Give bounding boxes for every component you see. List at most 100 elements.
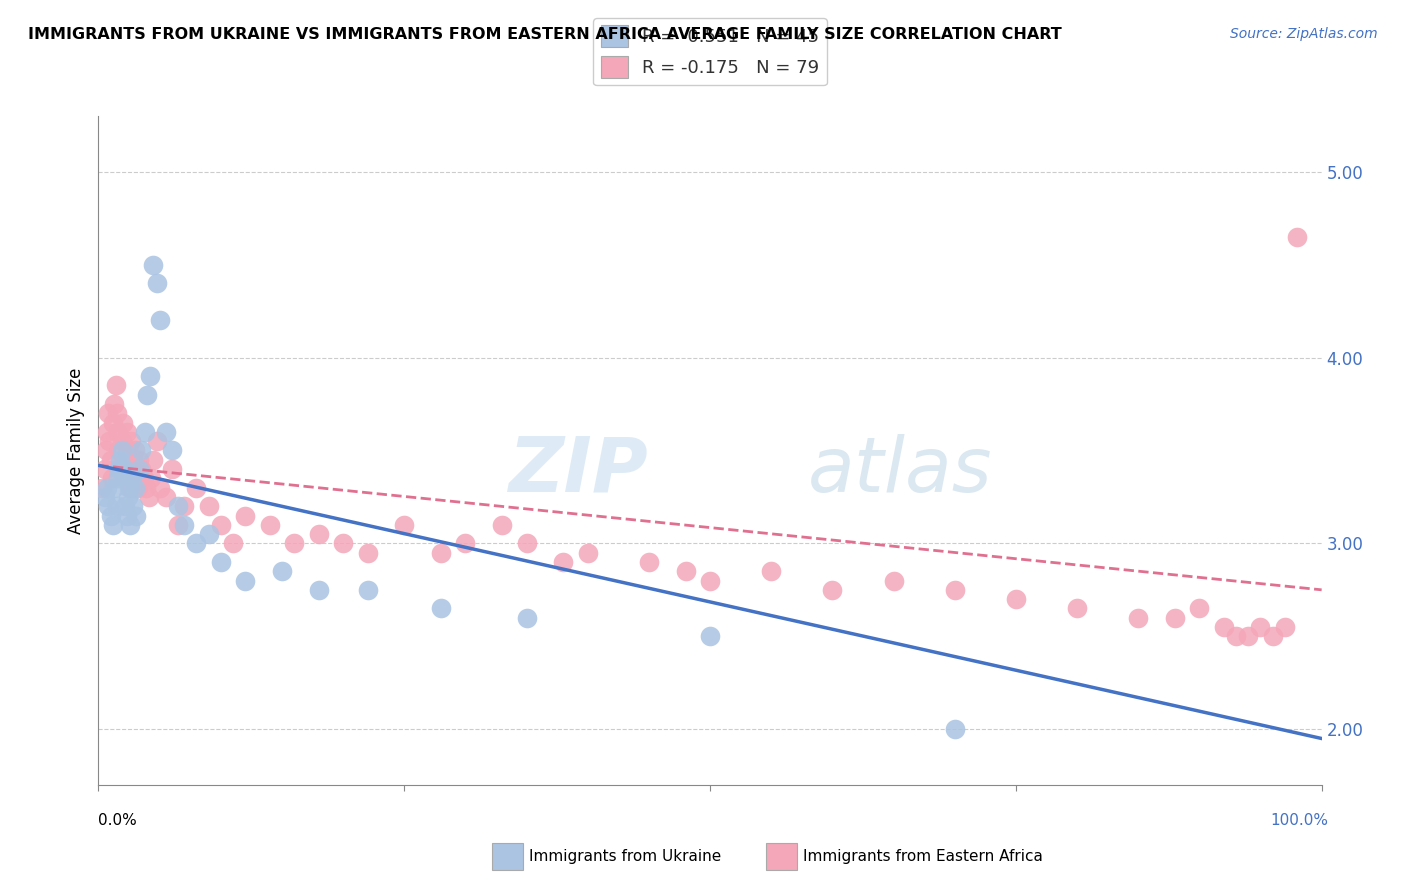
Point — [270, 564, 294, 578]
Text: ZIP: ZIP — [509, 434, 648, 508]
Point — [111, 471, 134, 485]
Point — [1225, 629, 1247, 643]
Point — [491, 517, 513, 532]
Text: IMMIGRANTS FROM UKRAINE VS IMMIGRANTS FROM EASTERN AFRICA AVERAGE FAMILY SIZE CO: IMMIGRANTS FROM UKRAINE VS IMMIGRANTS FR… — [28, 27, 1062, 42]
Point — [233, 508, 256, 523]
Point — [96, 425, 118, 439]
Point — [1128, 611, 1150, 625]
Point — [356, 582, 378, 597]
Point — [101, 517, 124, 532]
Point — [186, 536, 208, 550]
Point — [97, 499, 120, 513]
Point — [1164, 611, 1187, 625]
Point — [515, 611, 537, 625]
Point — [138, 490, 160, 504]
Point — [135, 481, 157, 495]
Point — [1274, 620, 1296, 634]
Point — [103, 481, 125, 495]
Point — [699, 574, 721, 588]
Point — [108, 443, 131, 458]
Point — [142, 258, 165, 272]
Point — [121, 499, 143, 513]
Point — [101, 471, 124, 485]
Point — [117, 490, 139, 504]
Point — [332, 536, 354, 550]
Point — [120, 471, 142, 485]
Point — [91, 481, 114, 495]
Point — [129, 443, 152, 458]
Point — [943, 723, 966, 737]
Point — [93, 462, 115, 476]
Point — [142, 452, 165, 467]
Point — [167, 499, 190, 513]
Point — [883, 574, 905, 588]
Point — [127, 481, 149, 495]
Point — [160, 443, 183, 458]
Point — [392, 517, 416, 532]
Point — [173, 499, 195, 513]
Point — [167, 517, 190, 532]
Point — [105, 499, 128, 513]
Point — [821, 582, 844, 597]
Point — [553, 555, 575, 569]
Point — [117, 443, 139, 458]
Point — [118, 481, 141, 495]
Point — [96, 481, 118, 495]
Text: atlas: atlas — [808, 434, 993, 508]
Point — [100, 452, 122, 467]
Point — [209, 555, 232, 569]
Point — [104, 378, 127, 392]
Point — [943, 582, 966, 597]
Point — [430, 546, 453, 560]
Point — [121, 452, 143, 467]
Point — [1066, 601, 1088, 615]
Point — [155, 490, 177, 504]
Point — [1286, 229, 1309, 244]
Point — [107, 471, 129, 485]
Point — [107, 425, 129, 439]
Point — [128, 452, 150, 467]
Point — [120, 517, 142, 532]
Legend: R = -0.551   N = 45, R = -0.175   N = 79: R = -0.551 N = 45, R = -0.175 N = 79 — [593, 18, 827, 86]
Point — [186, 481, 208, 495]
Point — [222, 536, 245, 550]
Point — [761, 564, 783, 578]
Point — [97, 406, 120, 420]
Point — [105, 406, 128, 420]
Point — [139, 471, 162, 485]
Point — [209, 517, 232, 532]
Point — [173, 517, 195, 532]
Point — [111, 443, 134, 458]
Point — [115, 508, 138, 523]
Point — [124, 481, 146, 495]
Point — [101, 416, 124, 430]
Point — [114, 499, 136, 513]
Point — [136, 387, 159, 401]
Point — [132, 471, 155, 485]
Point — [129, 462, 152, 476]
Point — [111, 416, 134, 430]
Point — [112, 462, 135, 476]
Point — [197, 527, 219, 541]
Point — [100, 508, 122, 523]
Point — [98, 434, 121, 449]
Point — [1249, 620, 1271, 634]
Point — [576, 546, 599, 560]
Point — [120, 481, 142, 495]
Point — [149, 313, 172, 327]
Point — [160, 462, 183, 476]
Point — [1188, 601, 1211, 615]
Point — [146, 276, 169, 290]
Point — [637, 555, 661, 569]
Point — [283, 536, 305, 550]
Point — [139, 369, 162, 384]
Point — [454, 536, 477, 550]
Point — [122, 471, 145, 485]
Point — [155, 425, 177, 439]
Point — [1261, 629, 1284, 643]
Point — [515, 536, 537, 550]
Point — [128, 462, 150, 476]
Point — [259, 517, 281, 532]
Point — [146, 434, 169, 449]
Point — [356, 546, 378, 560]
